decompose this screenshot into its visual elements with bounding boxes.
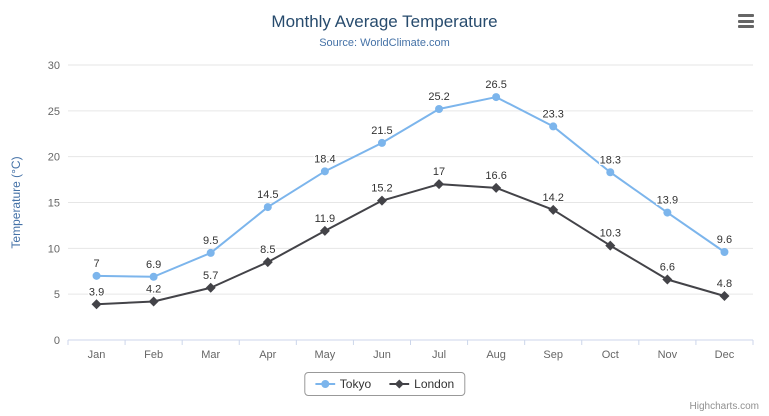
data-point-tokyo[interactable] [606, 168, 615, 177]
data-point-tokyo[interactable] [492, 93, 501, 102]
y-tick-label: 20 [48, 152, 60, 164]
data-point-london[interactable] [434, 179, 445, 190]
x-tick-label: Nov [658, 349, 678, 361]
y-tick-label: 0 [54, 335, 60, 347]
legend-item-tokyo[interactable]: Tokyo [314, 377, 372, 391]
legend-marker-diamond-icon [389, 379, 410, 389]
x-tick-label: Dec [715, 349, 735, 361]
x-tick-label: Apr [259, 349, 276, 361]
data-point-london[interactable] [719, 291, 730, 301]
data-label: 14.5 [257, 189, 278, 201]
x-tick-label: May [314, 349, 335, 361]
data-point-tokyo[interactable] [92, 271, 101, 280]
data-point-tokyo[interactable] [549, 122, 558, 131]
data-point-london[interactable] [262, 257, 273, 268]
y-tick-label: 15 [48, 198, 60, 210]
x-tick-label: Oct [602, 349, 619, 361]
data-label: 21.5 [371, 125, 392, 137]
data-label: 17 [433, 166, 445, 178]
data-label: 9.6 [717, 234, 732, 246]
x-tick-label: Mar [201, 349, 220, 361]
data-point-tokyo[interactable] [435, 105, 444, 113]
data-label: 4.2 [146, 284, 161, 296]
legend-label: London [414, 377, 455, 391]
y-tick-label: 5 [54, 289, 60, 301]
data-label: 8.5 [260, 244, 275, 256]
data-label: 7 [93, 258, 99, 270]
hamburger-bar [738, 14, 754, 17]
data-label: 11.9 [315, 213, 336, 225]
data-label: 13.9 [657, 195, 678, 207]
chart-title: Monthly Average Temperature [271, 12, 498, 31]
data-point-london[interactable] [548, 204, 559, 215]
data-label: 6.9 [146, 259, 161, 271]
hamburger-bar [738, 25, 754, 28]
hamburger-menu-icon[interactable] [735, 12, 757, 30]
credits-link[interactable]: Highcharts.com [689, 401, 759, 412]
hamburger-bar [738, 19, 754, 23]
data-label: 4.8 [717, 278, 732, 290]
series-line-tokyo[interactable] [96, 96, 726, 278]
data-point-tokyo[interactable] [149, 272, 158, 281]
legend-label: Tokyo [339, 377, 372, 391]
data-point-london[interactable] [491, 182, 502, 193]
data-point-london[interactable] [91, 299, 102, 310]
data-point-tokyo[interactable] [720, 248, 729, 256]
data-label: 9.5 [203, 235, 218, 247]
data-point-london[interactable] [605, 240, 616, 251]
data-point-london[interactable] [662, 274, 673, 285]
data-label: 23.3 [542, 108, 563, 120]
data-point-tokyo[interactable] [263, 203, 272, 212]
y-tick-label: 30 [48, 60, 60, 72]
chart-subtitle: Source: WorldClimate.com [319, 37, 450, 49]
x-tick-label: Aug [486, 349, 506, 361]
series-line-london[interactable] [96, 183, 725, 306]
data-point-london[interactable] [376, 195, 387, 206]
data-point-london[interactable] [148, 296, 159, 307]
data-point-tokyo[interactable] [320, 167, 329, 176]
data-label: 18.4 [314, 153, 335, 165]
data-label: 26.5 [485, 79, 506, 91]
legend: Tokyo London [303, 372, 466, 396]
data-label: 25.2 [428, 91, 449, 103]
data-label: 15.2 [371, 183, 392, 195]
x-tick-label: Feb [144, 349, 163, 361]
data-point-tokyo[interactable] [377, 138, 386, 147]
data-point-london[interactable] [319, 225, 330, 236]
data-label: 3.9 [89, 286, 104, 298]
legend-marker-circle-icon [314, 380, 335, 388]
data-label: 14.2 [542, 192, 563, 204]
x-tick-label: Jul [432, 349, 446, 361]
x-tick-label: Sep [543, 349, 563, 361]
x-tick-label: Jan [88, 349, 106, 361]
data-label: 10.3 [600, 228, 621, 240]
data-point-london[interactable] [205, 282, 216, 293]
x-tick-label: Jun [373, 349, 391, 361]
data-point-tokyo[interactable] [663, 208, 672, 217]
data-point-tokyo[interactable] [206, 248, 215, 257]
data-label: 5.7 [203, 270, 218, 282]
y-tick-label: 25 [48, 106, 60, 118]
data-label: 18.3 [600, 154, 621, 166]
legend-item-london[interactable]: London [389, 377, 454, 391]
y-axis-title: Temperature (°C) [9, 156, 23, 248]
y-tick-label: 10 [48, 243, 60, 255]
data-label: 6.6 [660, 262, 675, 274]
data-label: 16.6 [485, 170, 506, 182]
